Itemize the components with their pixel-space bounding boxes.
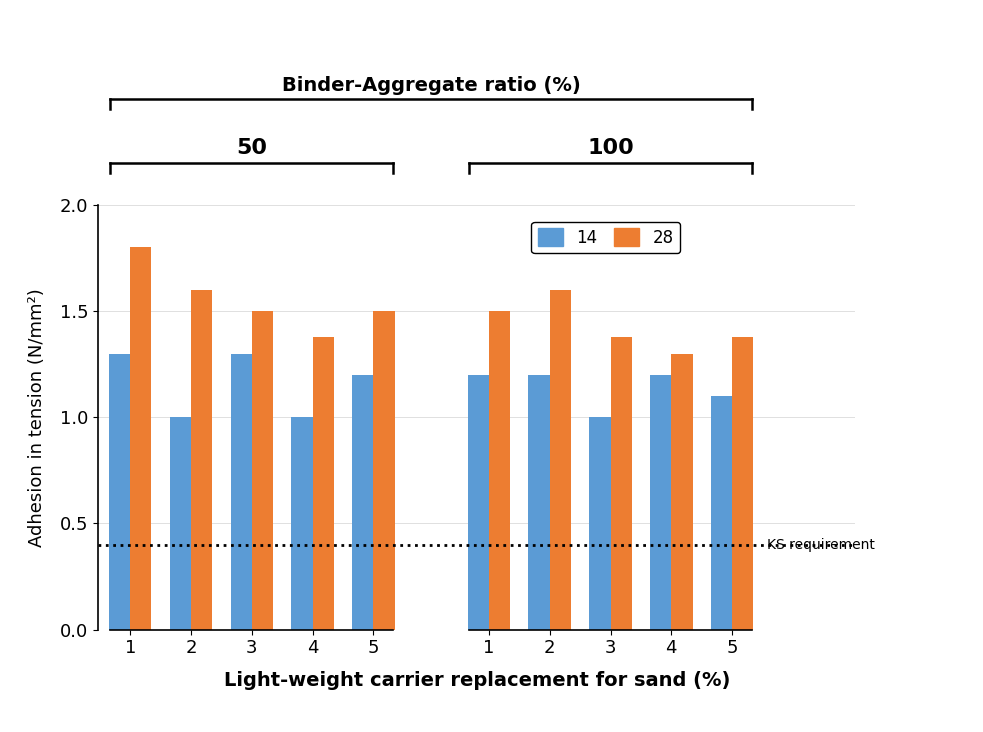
- Bar: [291, 417, 313, 630]
- Bar: [109, 354, 130, 630]
- Legend: 14, 28: 14, 28: [532, 222, 680, 253]
- Bar: [313, 337, 334, 630]
- Bar: [468, 375, 489, 630]
- Text: Binder-Aggregate ratio (%): Binder-Aggregate ratio (%): [282, 75, 581, 94]
- Bar: [231, 354, 252, 630]
- Bar: [650, 375, 671, 630]
- Bar: [610, 337, 632, 630]
- Bar: [489, 311, 510, 630]
- X-axis label: Light-weight carrier replacement for sand (%): Light-weight carrier replacement for san…: [223, 671, 730, 690]
- Bar: [252, 311, 273, 630]
- Bar: [352, 375, 374, 630]
- Bar: [732, 337, 753, 630]
- Bar: [130, 247, 151, 630]
- Y-axis label: Adhesion in tension (N/mm²): Adhesion in tension (N/mm²): [29, 288, 46, 547]
- Bar: [191, 290, 212, 630]
- Bar: [589, 417, 610, 630]
- Text: 50: 50: [236, 138, 267, 158]
- Bar: [549, 290, 571, 630]
- Text: 100: 100: [587, 138, 634, 158]
- Bar: [170, 417, 191, 630]
- Bar: [671, 354, 693, 630]
- Text: KS requirement: KS requirement: [767, 537, 875, 552]
- Bar: [529, 375, 549, 630]
- Bar: [374, 311, 395, 630]
- Bar: [711, 396, 732, 630]
